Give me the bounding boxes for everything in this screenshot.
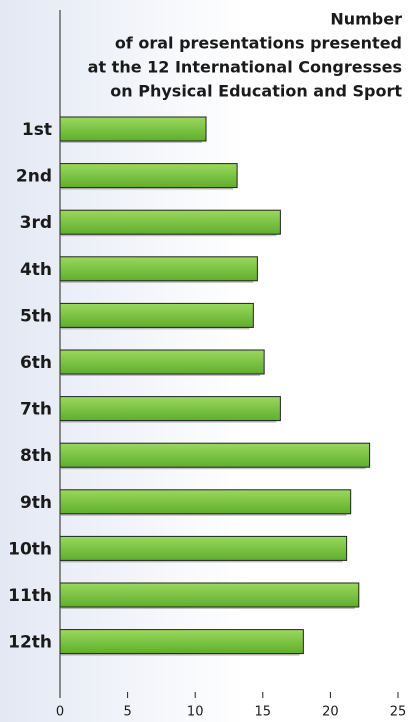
y-tick-label: 5th <box>20 306 52 326</box>
y-tick-label: 8th <box>20 446 52 466</box>
bar <box>59 116 207 142</box>
y-tick-label: 1st <box>22 120 52 140</box>
y-tick-label: 4th <box>20 260 52 280</box>
x-tick-label: 20 <box>322 705 339 720</box>
y-tick-label: 9th <box>20 493 52 513</box>
x-tick-label: 25 <box>390 705 407 720</box>
x-tick-label: 5 <box>123 705 131 720</box>
bar <box>59 163 238 189</box>
y-tick-label: 11th <box>8 586 52 606</box>
bar <box>59 256 258 282</box>
x-tick-label: 10 <box>187 705 204 720</box>
bar <box>59 209 281 235</box>
bar <box>59 489 352 515</box>
bar <box>59 629 304 655</box>
bar <box>59 442 371 468</box>
y-tick-label: 2nd <box>16 167 52 187</box>
bar <box>59 302 254 328</box>
chart-title: on Physical Education and Sport <box>110 82 402 101</box>
y-tick-label: 6th <box>20 353 52 373</box>
chart-title: of oral presentations presented <box>115 34 402 53</box>
y-tick-label: 3rd <box>20 213 52 233</box>
chart-title: Number <box>330 10 402 29</box>
x-tick-label: 15 <box>255 705 272 720</box>
y-tick-label: 7th <box>20 400 52 420</box>
y-tick-label: 10th <box>8 539 52 559</box>
bar <box>59 349 265 375</box>
y-tick-label: 12th <box>8 633 52 653</box>
bar <box>59 535 348 561</box>
chart-title: at the 12 International Congresses <box>88 58 402 77</box>
x-tick-label: 0 <box>56 705 64 720</box>
bar <box>59 396 281 422</box>
bar <box>59 582 360 608</box>
